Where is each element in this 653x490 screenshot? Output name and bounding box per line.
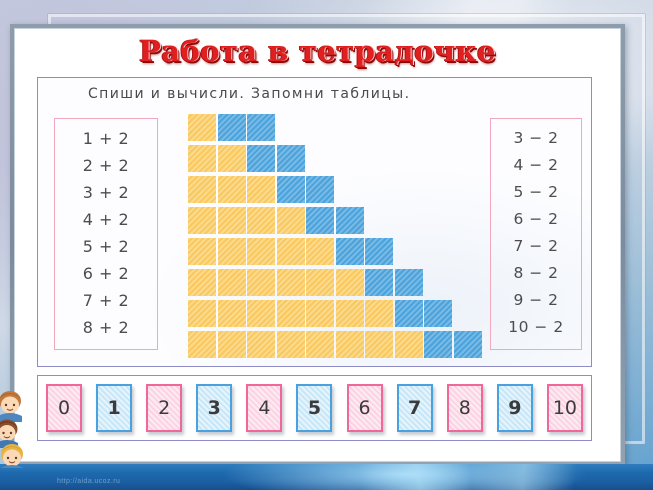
- subtraction-row: 4 − 2: [513, 156, 559, 174]
- square-yellow: [188, 300, 216, 327]
- number-card-5[interactable]: 5: [296, 384, 333, 432]
- square-yellow: [276, 269, 305, 296]
- subtraction-row: 10 − 2: [508, 318, 564, 336]
- subtraction-row: 3 − 2: [513, 129, 559, 147]
- subtraction-row: 7 − 2: [513, 237, 559, 255]
- square-yellow: [306, 238, 334, 265]
- watermark-url: http://aida.ucoz.ru: [57, 478, 121, 485]
- square-blue: [335, 238, 364, 265]
- square-yellow: [188, 114, 216, 141]
- number-card-3[interactable]: 3: [196, 384, 233, 432]
- square-yellow: [306, 331, 334, 358]
- children-clipart-icon: [0, 391, 24, 472]
- square-yellow: [247, 176, 275, 203]
- square-blue: [335, 207, 364, 234]
- square-yellow: [188, 269, 216, 296]
- square-yellow: [335, 331, 364, 358]
- page-title: Работа в тетрадочке: [139, 34, 496, 68]
- square-yellow: [188, 238, 216, 265]
- number-card-6[interactable]: 6: [346, 384, 383, 432]
- number-card-4[interactable]: 4: [246, 384, 283, 432]
- square-blue: [276, 145, 305, 172]
- square-yellow: [365, 300, 393, 327]
- square-yellow: [188, 331, 216, 358]
- number-card-2[interactable]: 2: [146, 384, 183, 432]
- square-yellow: [247, 207, 275, 234]
- square-blue: [365, 269, 393, 296]
- square-blue: [424, 300, 452, 327]
- square-yellow: [276, 238, 305, 265]
- addition-row: 1 + 2: [82, 129, 130, 148]
- number-card-strip: 0 1 2 3 4 5 6 7 8 9 10: [37, 375, 592, 441]
- square-yellow: [276, 300, 305, 327]
- square-yellow: [306, 269, 334, 296]
- subtraction-row: 9 − 2: [513, 291, 559, 309]
- square-yellow: [217, 300, 246, 327]
- addition-row: 5 + 2: [82, 237, 130, 256]
- square-yellow: [335, 269, 364, 296]
- square-yellow: [217, 176, 246, 203]
- addition-row: 2 + 2: [82, 156, 130, 175]
- square-yellow: [276, 331, 305, 358]
- addition-row: 7 + 2: [82, 291, 130, 310]
- square-yellow: [247, 269, 275, 296]
- subtraction-row: 5 − 2: [513, 183, 559, 201]
- square-yellow: [276, 207, 305, 234]
- number-card-0[interactable]: 0: [46, 384, 82, 432]
- slide-frame: Работа в тетрадочке Спиши и вычисли. Зап…: [10, 24, 625, 466]
- square-yellow: [188, 207, 216, 234]
- square-yellow: [188, 145, 216, 172]
- slide-page: Работа в тетрадочке Спиши и вычисли. Зап…: [14, 28, 621, 462]
- instruction-text: Спиши и вычисли. Запомни таблицы.: [88, 86, 411, 102]
- square-blue: [247, 114, 275, 141]
- square-yellow: [247, 238, 275, 265]
- addition-box: 1 + 2 2 + 2 3 + 2 4 + 2 5 + 2 6 + 2 7 + …: [54, 118, 158, 350]
- square-blue: [394, 269, 423, 296]
- number-card-8[interactable]: 8: [446, 384, 483, 432]
- children-clipart: [0, 388, 42, 472]
- square-blue: [247, 145, 275, 172]
- square-blue: [365, 238, 393, 265]
- square-yellow: [217, 238, 246, 265]
- square-blue: [306, 176, 334, 203]
- square-yellow: [247, 331, 275, 358]
- worksheet-panel: Спиши и вычисли. Запомни таблицы. 1 + 2 …: [37, 77, 592, 367]
- subtraction-box: 3 − 2 4 − 2 5 − 2 6 − 2 7 − 2 8 − 2 9 − …: [490, 118, 582, 350]
- bottom-band: http://aida.ucoz.ru: [0, 464, 653, 490]
- number-card-list: 0 1 2 3 4 5 6 7 8 9 10: [46, 382, 583, 434]
- square-yellow: [306, 300, 334, 327]
- square-blue: [217, 114, 246, 141]
- square-yellow: [217, 331, 246, 358]
- addition-row: 6 + 2: [82, 264, 130, 283]
- square-blue: [276, 176, 305, 203]
- square-yellow: [247, 300, 275, 327]
- square-yellow: [365, 331, 393, 358]
- number-card-1[interactable]: 1: [96, 384, 133, 432]
- square-yellow: [335, 300, 364, 327]
- square-blue: [394, 300, 423, 327]
- subtraction-row: 8 − 2: [513, 264, 559, 282]
- addition-row: 8 + 2: [82, 318, 130, 337]
- square-yellow: [217, 207, 246, 234]
- number-card-7[interactable]: 7: [396, 384, 433, 432]
- square-yellow: [394, 331, 423, 358]
- number-card-10[interactable]: 10: [546, 384, 583, 432]
- square-blue: [306, 207, 334, 234]
- addition-row: 4 + 2: [82, 210, 130, 229]
- square-blue: [453, 331, 482, 358]
- number-card-9[interactable]: 9: [496, 384, 533, 432]
- addition-row: 3 + 2: [82, 183, 130, 202]
- square-yellow: [217, 269, 246, 296]
- square-yellow: [188, 176, 216, 203]
- square-blue: [424, 331, 452, 358]
- square-yellow: [217, 145, 246, 172]
- subtraction-row: 6 − 2: [513, 210, 559, 228]
